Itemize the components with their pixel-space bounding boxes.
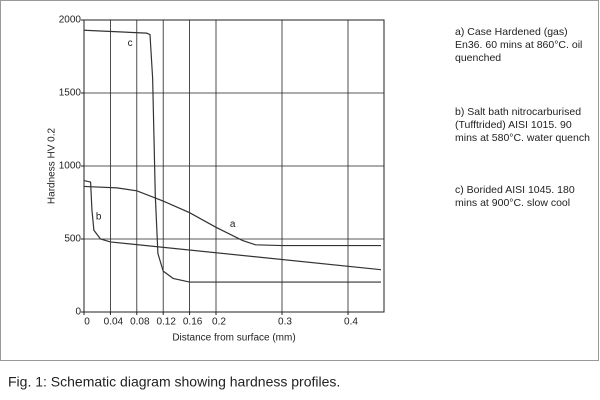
y-tick-label: 0 xyxy=(75,307,81,318)
y-axis-label: Hardness HV 0.2 xyxy=(47,127,58,204)
caption: Fig. 1: Schematic diagram showing hardne… xyxy=(8,374,340,390)
curve-label: b xyxy=(96,212,102,223)
note-line: a) Case Hardened (gas) xyxy=(455,26,568,38)
x-axis-label: Distance from surface (mm) xyxy=(172,333,295,344)
curve-label: a xyxy=(230,219,236,230)
figure-frame xyxy=(0,0,599,361)
y-tick-label: 1000 xyxy=(59,161,82,172)
y-tick-label: 1500 xyxy=(59,88,82,99)
note-line: b) Salt bath nitrocarburised xyxy=(455,106,581,118)
x-tick-label: 0.2 xyxy=(212,317,226,328)
x-tick-label: 0.16 xyxy=(183,317,203,328)
x-tick-label: 0 xyxy=(84,317,90,328)
x-tick-label: 0.12 xyxy=(156,317,176,328)
y-tick-label: 2000 xyxy=(59,15,82,26)
x-tick-label: 0.4 xyxy=(344,317,358,328)
y-tick-label: 500 xyxy=(64,234,81,245)
curve xyxy=(83,185,381,247)
x-tick-label: 0.3 xyxy=(278,317,292,328)
curve xyxy=(83,29,381,283)
note-line: En36. 60 mins at 860°C. oil xyxy=(455,39,582,51)
note-line: (Tufftrided) AISI 1015. 90 xyxy=(455,119,572,131)
note-line: mins at 900°C. slow cool xyxy=(455,197,570,209)
curve xyxy=(83,180,382,271)
note-line: mins at 580°C. water quench xyxy=(455,132,590,144)
curve-label: c xyxy=(128,38,133,49)
note-line: c) Borided AISI 1045. 180 xyxy=(455,184,575,196)
x-tick-label: 0.08 xyxy=(130,317,150,328)
note-line: quenched xyxy=(455,52,501,64)
x-tick-label: 0.04 xyxy=(104,317,124,328)
